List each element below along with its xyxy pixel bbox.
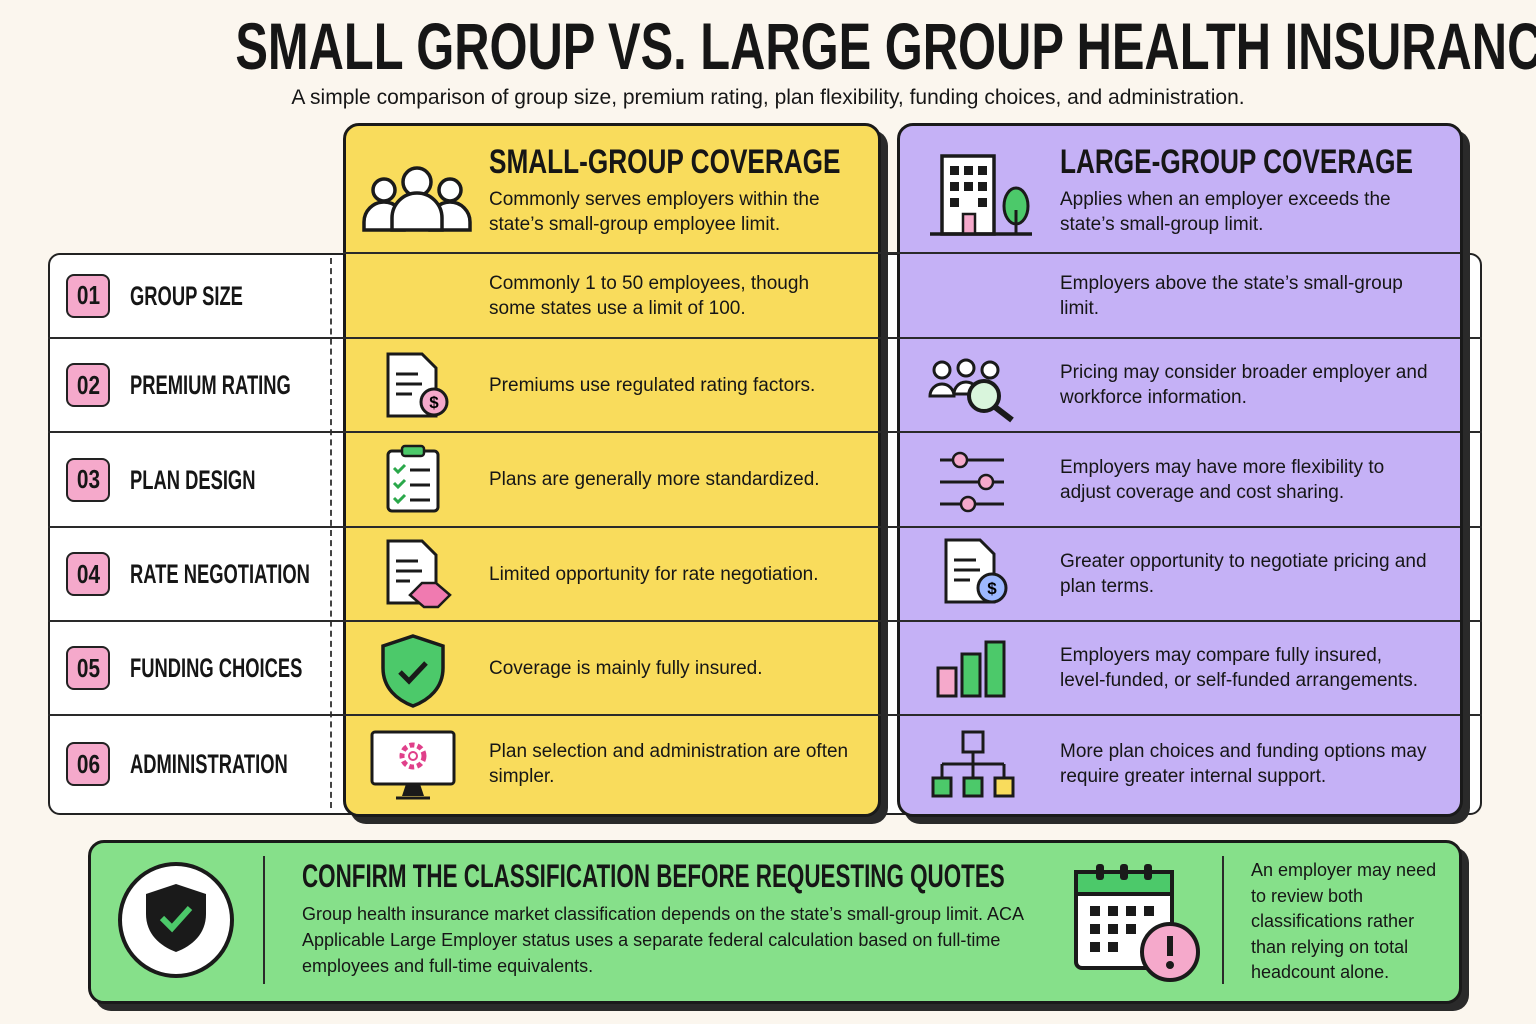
org-chart-icon xyxy=(931,730,1015,798)
sliders-icon xyxy=(940,451,1004,513)
row-number-text: 04 xyxy=(76,558,100,589)
small-group-text: Limited opportunity for rate negotiation… xyxy=(489,563,819,585)
row-label: PREMIUM RATING xyxy=(130,370,291,400)
svg-text:$: $ xyxy=(987,579,997,598)
negotiation-icon xyxy=(386,539,452,609)
premium-document-icon: $ xyxy=(386,352,449,418)
callout xyxy=(88,840,1462,1004)
row-number-text: 02 xyxy=(76,369,100,400)
row-label: FUNDING CHOICES xyxy=(130,653,303,683)
people-icon xyxy=(362,166,472,232)
row-label: GROUP SIZE xyxy=(130,280,243,311)
row-number: 06 xyxy=(66,742,110,786)
large-group-text: Employers may compare fully insured, lev… xyxy=(1060,645,1419,691)
row-label: ADMINISTRATION xyxy=(130,749,288,779)
callout-title: CONFIRM THE CLASSIFICATION BEFORE REQUES… xyxy=(302,858,1005,894)
row-number: 02 xyxy=(66,363,110,407)
large-group-text: Greater opportunity to negotiate pricing… xyxy=(1060,551,1427,597)
row-number-text: 06 xyxy=(76,748,100,779)
large-group-text: Employers may have more flexibility to a… xyxy=(1060,456,1385,503)
row-number: 01 xyxy=(66,273,110,318)
row-label: RATE NEGOTIATION xyxy=(130,559,310,589)
small-group-text: Plans are generally more standardized. xyxy=(489,469,820,490)
checklist-icon xyxy=(386,444,440,513)
row-line xyxy=(343,337,1460,339)
row-line xyxy=(343,714,1460,716)
subtitle: A simple comparison of group size, premi… xyxy=(291,86,1245,109)
shield-icon xyxy=(381,634,445,708)
title: SMALL GROUP VS. LARGE GROUP HEALTH INSUR… xyxy=(0,6,1536,86)
small-group-text: Commonly 1 to 50 employees, though some … xyxy=(489,272,810,319)
large-group-text: Employers above the state’s small-group … xyxy=(1060,272,1403,319)
row-line xyxy=(343,526,1460,528)
callout-shield-icon xyxy=(118,862,234,978)
callout-divider xyxy=(1222,856,1224,984)
row-number-text: 03 xyxy=(76,464,100,494)
small-group-text: Coverage is mainly fully insured. xyxy=(489,657,763,679)
bar-chart-icon xyxy=(936,640,1006,698)
row-number: 03 xyxy=(66,457,110,502)
row-line xyxy=(343,431,1460,433)
row-number: 04 xyxy=(66,552,110,596)
row-label: PLAN DESIGN xyxy=(130,464,256,495)
column-description: Commonly serves employers within the sta… xyxy=(489,189,820,235)
row-line xyxy=(343,620,1460,622)
callout-body: Group health insurance market classifica… xyxy=(302,904,1024,976)
callout-divider xyxy=(263,856,265,984)
small-group-text: Premiums use regulated rating factors. xyxy=(489,374,816,396)
column-description: Applies when an employer exceeds the sta… xyxy=(1060,189,1391,235)
row-number-text: 05 xyxy=(76,652,100,683)
calendar-icon xyxy=(1074,864,1200,982)
row-number: 05 xyxy=(66,646,110,690)
workforce-search-icon xyxy=(928,358,1014,423)
pricing-document-icon: $ xyxy=(944,538,1008,604)
label-divider xyxy=(330,258,332,808)
column-title: SMALL-GROUP COVERAGE xyxy=(489,143,841,181)
row-number-text: 01 xyxy=(76,280,100,310)
large-group-card xyxy=(897,123,1463,817)
large-group-text: More plan choices and funding options ma… xyxy=(1060,741,1427,787)
large-group-text: Pricing may consider broader employer an… xyxy=(1060,362,1428,408)
monitor-icon xyxy=(370,730,456,800)
title-text: SMALL GROUP VS. LARGE GROUP HEALTH INSUR… xyxy=(235,9,1536,83)
callout-note: An employer may need to review both clas… xyxy=(1251,860,1437,982)
svg-text:$: $ xyxy=(429,393,439,412)
row-line xyxy=(343,252,1460,254)
building-icon xyxy=(930,154,1032,236)
column-title: LARGE-GROUP COVERAGE xyxy=(1060,143,1413,181)
small-group-text: Plan selection and administration are of… xyxy=(489,741,849,787)
